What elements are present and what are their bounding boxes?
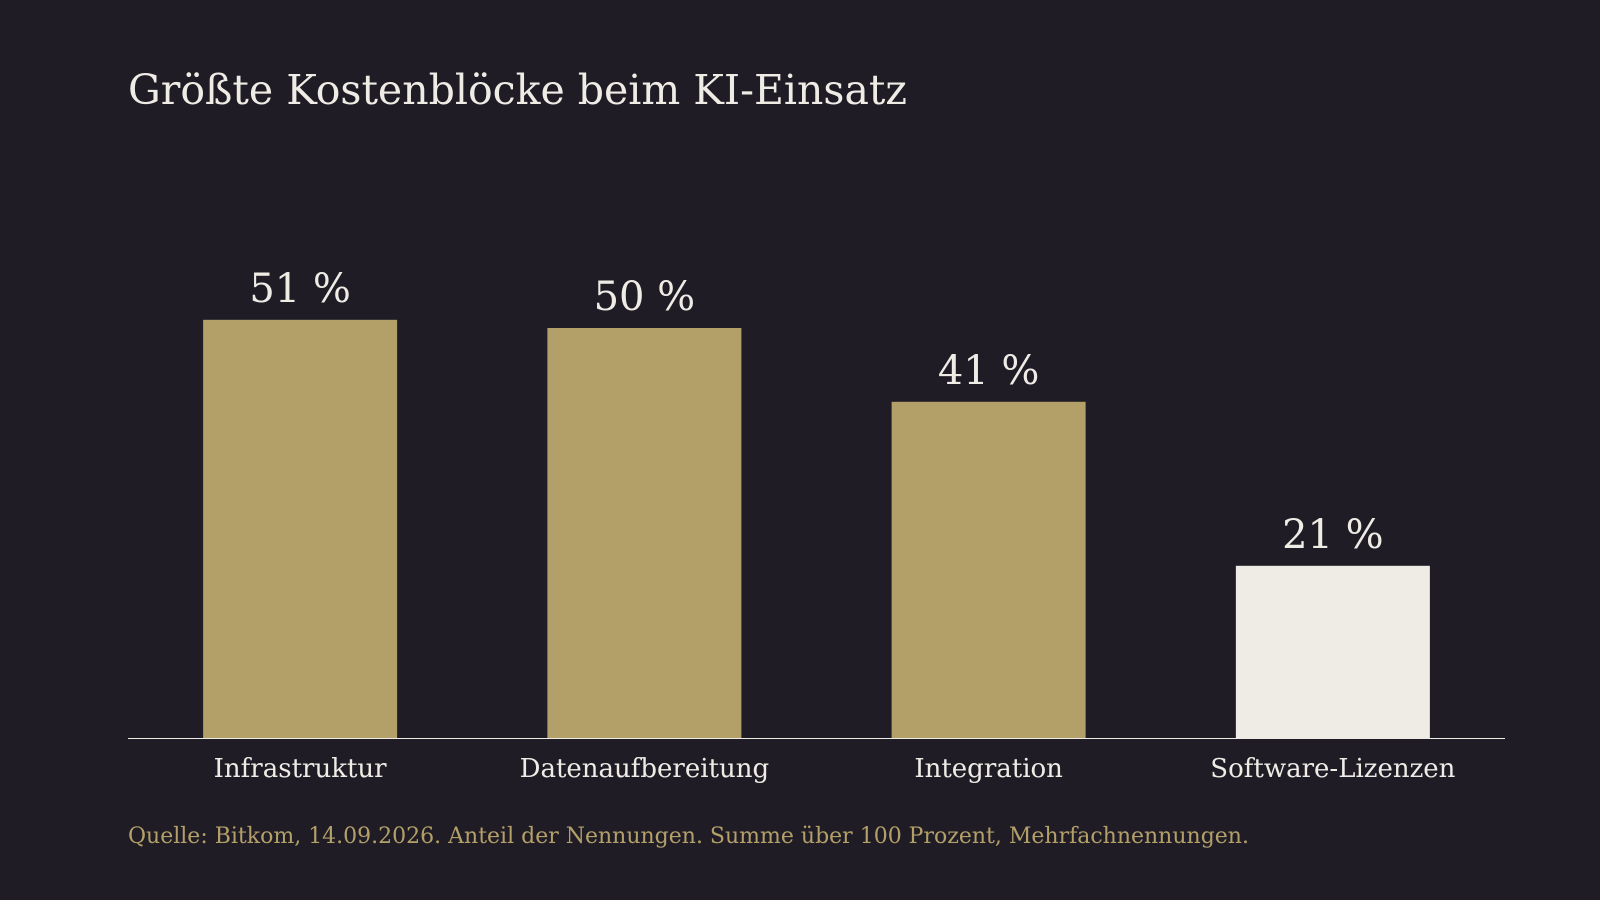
bar-infrastruktur — [203, 319, 398, 738]
category-label: Datenaufbereitung — [520, 754, 770, 784]
value-label: 51 % — [249, 266, 351, 312]
value-label: 21 % — [1282, 512, 1384, 558]
category-label: Integration — [914, 754, 1063, 784]
bar-integration — [891, 401, 1086, 738]
source-note: Quelle: Bitkom, 14.09.2026. Anteil der N… — [128, 824, 1249, 849]
category-label: Software-Lizenzen — [1210, 754, 1455, 784]
bar-datenaufbereitung — [547, 328, 742, 738]
bar-software-lizenzen — [1235, 565, 1430, 738]
value-label: 50 % — [594, 274, 696, 320]
category-label: Infrastruktur — [214, 754, 387, 784]
value-labels-group: 51 % 50 % 41 % 21 % — [249, 266, 1383, 558]
chart-title: Größte Kostenblöcke beim KI-Einsatz — [128, 66, 907, 114]
value-label: 41 % — [938, 348, 1040, 394]
category-labels-group: Infrastruktur Datenaufbereitung Integratio… — [214, 754, 1456, 784]
bars-group — [203, 319, 1430, 738]
